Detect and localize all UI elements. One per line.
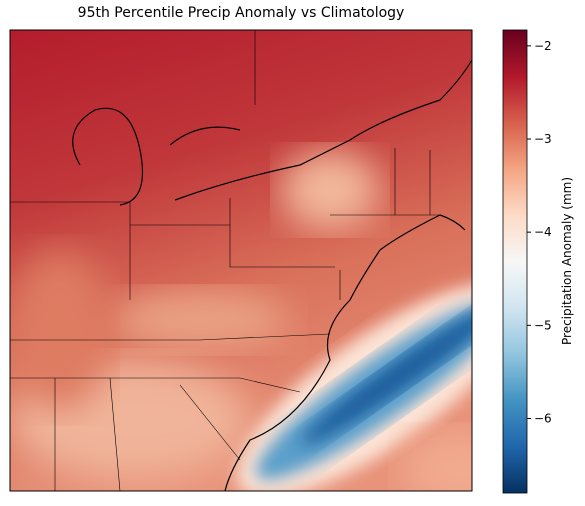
title: 95th Percentile Precip Anomaly vs Climat… <box>78 5 405 21</box>
colorbar-tick-label: −4 <box>534 225 552 239</box>
colorbar <box>502 29 528 494</box>
colorbar-tick-label: −3 <box>534 132 552 146</box>
map-frame <box>9 29 473 492</box>
colorbar-label: Precipitation Anomaly (mm) <box>560 177 574 345</box>
map <box>10 30 472 491</box>
colorbar-tick-label: −5 <box>534 318 552 332</box>
colorbar-tick-label: −6 <box>534 411 552 425</box>
colorbar-tick-label: −2 <box>534 39 552 53</box>
